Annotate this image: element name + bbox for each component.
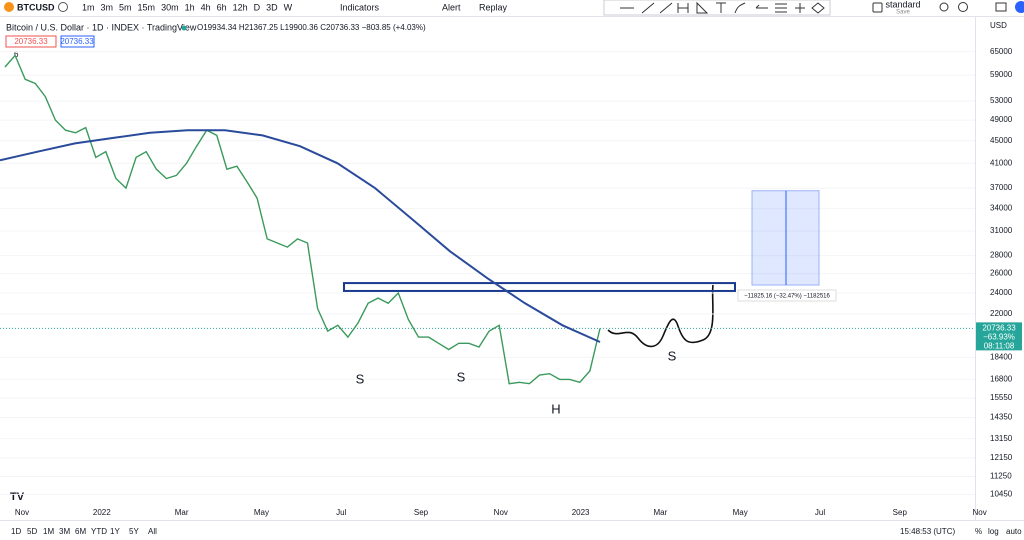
moving-average (0, 129, 601, 343)
ask-price[interactable]: 20736.33 (60, 37, 94, 46)
last-price-box (976, 322, 1022, 351)
range-button[interactable]: 6M (75, 527, 86, 536)
annotation[interactable]: S (457, 369, 466, 384)
resistance-zone[interactable] (343, 282, 736, 292)
interval-button[interactable]: W (284, 2, 293, 12)
market-status (181, 25, 187, 31)
symbol[interactable]: BTCUSD (17, 2, 55, 12)
interval-button[interactable]: 30m (161, 2, 179, 12)
y-tick-label: 16800 (990, 374, 1013, 383)
range-button[interactable]: All (148, 527, 157, 536)
range-button[interactable]: 1Y (110, 527, 120, 536)
x-tick-label: Jul (336, 508, 346, 517)
freehand-drawing[interactable] (607, 284, 714, 348)
annotation[interactable]: H (551, 401, 560, 416)
ask-box[interactable] (60, 35, 95, 48)
annotation[interactable]: S (668, 348, 677, 363)
price-line (4, 54, 601, 385)
scale-option[interactable]: log (988, 527, 999, 536)
bid-box[interactable] (5, 35, 57, 48)
x-tick-label: May (733, 508, 748, 517)
y-tick-label: 11250 (990, 472, 1012, 481)
measure-label-box (737, 289, 837, 302)
scale-option[interactable]: auto (1006, 527, 1022, 536)
y-tick-label: 65000 (990, 47, 1013, 56)
layout-name[interactable]: standard (885, 0, 920, 9)
x-tick-label: Mar (654, 508, 668, 517)
y-tick-label: 31000 (990, 226, 1013, 235)
y-tick-label: 41000 (990, 158, 1013, 167)
interval-button[interactable]: 1h (185, 2, 195, 12)
interval-button[interactable]: 4h (201, 2, 211, 12)
x-tick-label: 2022 (93, 508, 111, 517)
y-tick-label: 49000 (990, 115, 1013, 124)
search-button[interactable] (939, 2, 949, 12)
range-button[interactable]: 5Y (129, 527, 139, 536)
layout-checkbox[interactable] (872, 2, 883, 13)
annotation[interactable]: S (356, 371, 365, 386)
bid-price[interactable]: 20736.33 (14, 37, 48, 46)
indicators-button[interactable]: Indicators (340, 2, 380, 12)
layout-save[interactable]: Save (896, 10, 910, 16)
range-button[interactable]: 1D (11, 527, 21, 536)
screenshot-button[interactable] (995, 2, 1007, 12)
symbol-icon[interactable] (4, 2, 14, 12)
y-tick-label: 53000 (990, 96, 1013, 105)
clock: 15:48:53 (UTC) (900, 527, 955, 536)
x-tick-label: 2023 (572, 508, 590, 517)
x-tick-label: Mar (175, 508, 189, 517)
alert-button[interactable]: Alert (442, 2, 461, 12)
axis-unit: USD (990, 21, 1007, 30)
interval-button[interactable]: 6h (217, 2, 227, 12)
y-tick-label: 14350 (990, 413, 1013, 422)
interval-button[interactable]: 5m (119, 2, 132, 12)
y-tick-label: 18400 (990, 352, 1013, 361)
indicator-count[interactable]: 6 (14, 50, 19, 59)
x-tick-label: Sep (893, 508, 908, 517)
last-price-countdown: 08:11:08 (984, 341, 1015, 350)
tv-logo[interactable]: TV (10, 491, 25, 503)
y-tick-label: 26000 (990, 269, 1013, 278)
x-tick-label: Nov (494, 508, 508, 517)
y-tick-label: 15550 (990, 393, 1013, 402)
settings-button[interactable] (958, 2, 968, 12)
last-price-last-price: 20736.33 (982, 323, 1016, 332)
x-tick-label: Nov (972, 508, 986, 517)
y-tick-label: 59000 (990, 70, 1013, 79)
profile-button[interactable] (1015, 1, 1024, 13)
replay-button[interactable]: Replay (479, 2, 508, 12)
legend-ohlc: O19934.34 H21367.25 L19900.36 C20736.33 … (197, 23, 426, 32)
range-button[interactable]: YTD (91, 527, 107, 536)
interval-button[interactable]: 15m (138, 2, 156, 12)
interval-button[interactable]: 3m (101, 2, 114, 12)
compare-button[interactable] (58, 2, 68, 12)
x-tick-label: Nov (15, 508, 29, 517)
drawing-toolbar[interactable] (603, 0, 831, 16)
y-tick-label: 10450 (990, 489, 1013, 498)
interval-button[interactable]: 3D (266, 2, 278, 12)
range-button[interactable]: 5D (27, 527, 37, 536)
scale-option[interactable]: % (975, 527, 982, 536)
interval-button[interactable]: 1m (82, 2, 95, 12)
legend-title: Bitcoin / U.S. Dollar · 1D · INDEX · Tra… (6, 22, 197, 32)
interval-button[interactable]: D (254, 2, 261, 12)
x-tick-label: May (254, 508, 269, 517)
y-tick-label: 13150 (990, 434, 1013, 443)
interval-button[interactable]: 12h (233, 2, 248, 12)
range-button[interactable]: 1M (43, 527, 54, 536)
x-tick-label: Jul (815, 508, 825, 517)
y-tick-label: 22000 (990, 309, 1013, 318)
y-tick-label: 12150 (990, 453, 1013, 462)
measure-label: −11825.16 (−32.47%) −1182516 (744, 294, 830, 300)
drawing-tools[interactable] (620, 1, 825, 14)
y-tick-label: 28000 (990, 251, 1013, 260)
y-tick-label: 37000 (990, 183, 1013, 192)
y-tick-label: 34000 (990, 204, 1013, 213)
last-price-last-change: −63.93% (983, 332, 1015, 341)
range-button[interactable]: 3M (59, 527, 70, 536)
y-tick-label: 45000 (990, 136, 1013, 145)
y-tick-label: 24000 (990, 288, 1013, 297)
x-tick-label: Sep (414, 508, 429, 517)
